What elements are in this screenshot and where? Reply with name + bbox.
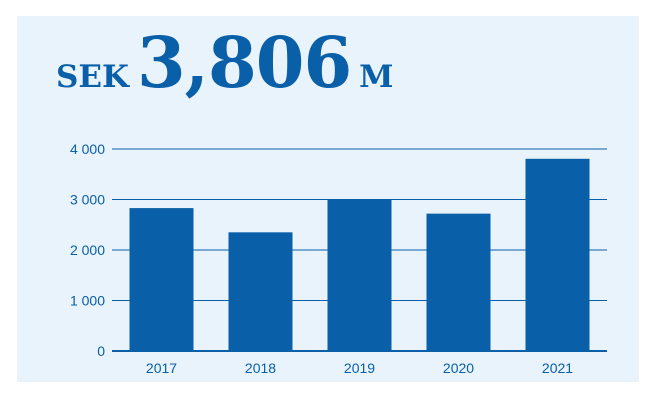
x-tick-label: 2018	[245, 360, 276, 376]
y-axis-tick-labels: 0 1 000 2 000 3 000 4 000	[70, 141, 105, 359]
bar-2018	[228, 232, 293, 351]
bar-2017	[129, 208, 194, 351]
bar-2019	[327, 200, 392, 351]
y-tick-label: 2 000	[70, 242, 105, 258]
y-tick-label: 0	[97, 343, 105, 359]
bar-2020	[426, 213, 491, 351]
x-tick-label: 2020	[443, 360, 474, 376]
bars	[129, 158, 590, 351]
x-tick-label: 2017	[146, 360, 177, 376]
x-tick-label: 2021	[542, 360, 573, 376]
currency-label: SEK	[56, 59, 129, 95]
y-tick-label: 4 000	[70, 141, 105, 157]
y-tick-label: 3 000	[70, 192, 105, 208]
bar-2021	[525, 158, 590, 351]
headline-figure: SEK 3,806 M	[56, 28, 394, 120]
y-tick-label: 1 000	[70, 293, 105, 309]
x-tick-label: 2019	[344, 360, 375, 376]
headline-value: 3,806	[136, 21, 352, 104]
x-axis-tick-labels: 2017 2018 2019 2020 2021	[146, 360, 573, 376]
unit-label: M	[359, 59, 394, 95]
